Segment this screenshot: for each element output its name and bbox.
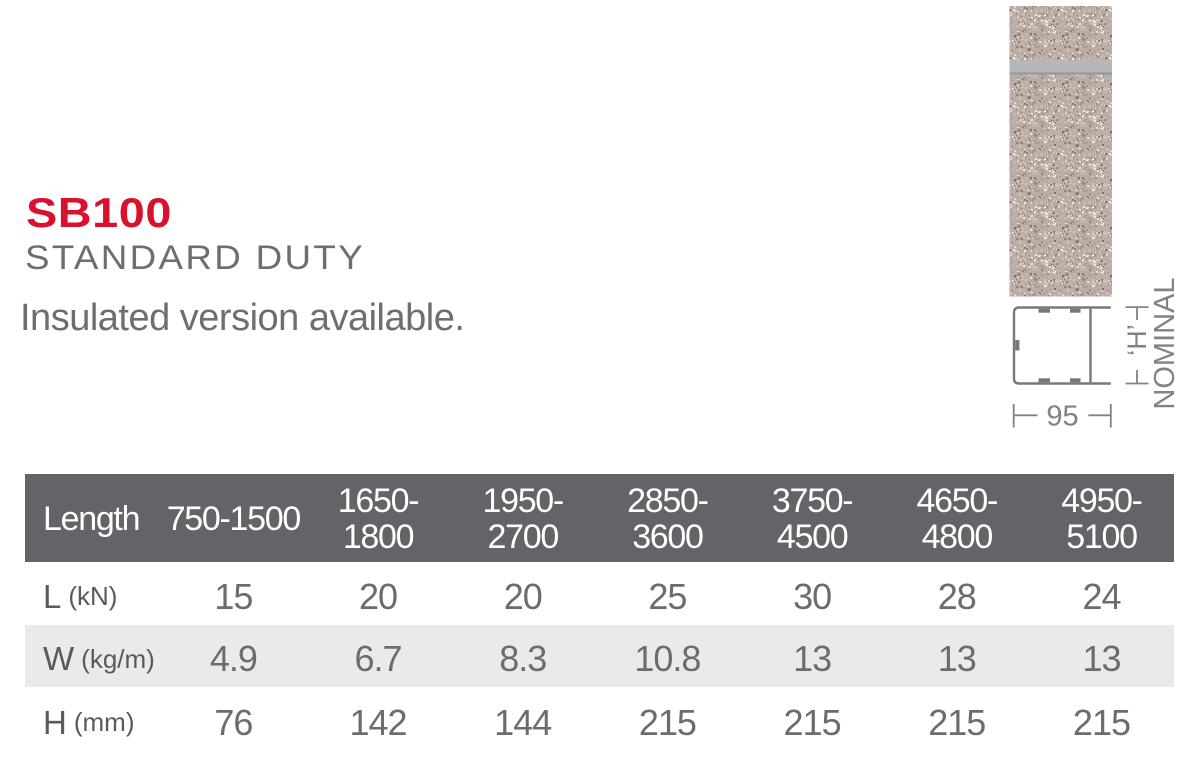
svg-text:95: 95	[1046, 401, 1078, 433]
svg-text:‘H’: ‘H’	[1122, 324, 1152, 356]
svg-text:NOMINAL: NOMINAL	[1149, 277, 1181, 409]
